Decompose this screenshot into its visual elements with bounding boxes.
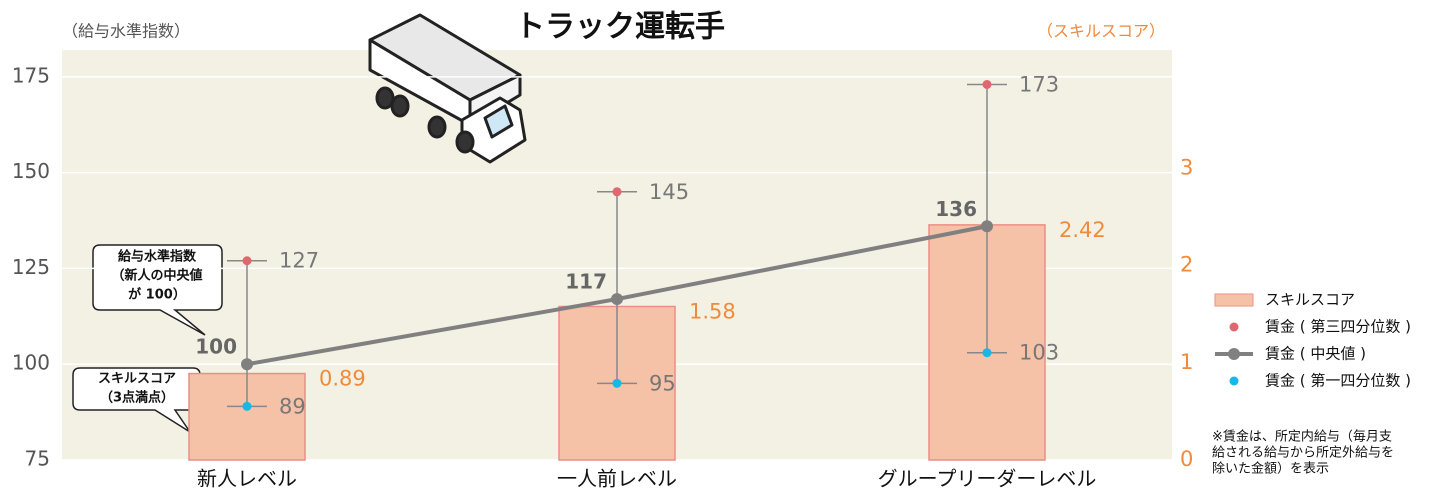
y-axis-label: （給与水準指数） xyxy=(62,22,190,41)
median-point xyxy=(611,293,623,305)
median-label: 136 xyxy=(935,197,977,221)
callout-text: （3点満点） xyxy=(100,390,174,406)
callout-text: （新人の中央値 xyxy=(111,268,202,284)
y-tick-label: 150 xyxy=(12,159,50,183)
y-tick-label: 125 xyxy=(12,255,50,279)
legend-label: 賃金 ( 中央値 ) xyxy=(1265,345,1366,363)
legend-swatch xyxy=(1228,348,1240,360)
median-point xyxy=(241,358,253,370)
chart-title: トラック運転手 xyxy=(515,10,725,45)
quartile-point xyxy=(983,80,992,89)
quartile-point xyxy=(983,348,992,357)
callout-text: が 100） xyxy=(128,287,186,303)
quartile-point xyxy=(613,187,622,196)
quartile-label: 173 xyxy=(1019,72,1059,96)
legend-swatch xyxy=(1230,323,1239,332)
median-label: 100 xyxy=(195,335,237,359)
median-label: 117 xyxy=(565,270,607,294)
quartile-label: 127 xyxy=(279,249,319,273)
chart: トラック運転手 （給与水準指数） （スキルスコア） 75 100 125 150 175… xyxy=(0,0,1438,494)
y2-axis-label: （スキルスコア） xyxy=(1037,22,1165,41)
bar-value-label: 1.58 xyxy=(689,299,736,323)
quartile-point xyxy=(613,379,622,388)
y2-tick-label: 1 xyxy=(1180,350,1193,374)
bar-value-label: 0.89 xyxy=(319,367,366,391)
footnote: ※賃金は、所定内給与（毎月支 xyxy=(1212,429,1392,445)
y-tick-label: 75 xyxy=(25,447,50,471)
legend-swatch xyxy=(1230,377,1239,386)
footnote: 除いた金額）を表示 xyxy=(1212,461,1329,477)
footnote: 給される給与から所定外給与を xyxy=(1212,446,1394,461)
quartile-label: 95 xyxy=(649,371,676,395)
bar-value-label: 2.42 xyxy=(1059,218,1106,242)
legend-label: 賃金 ( 第一四分位数 ) xyxy=(1265,372,1411,390)
y2-tick-label: 3 xyxy=(1180,156,1193,180)
y-tick-label: 100 xyxy=(12,351,50,375)
y-tick-label: 175 xyxy=(12,63,50,87)
quartile-point xyxy=(243,402,252,411)
legend-label: 賃金 ( 第三四分位数 ) xyxy=(1265,318,1411,336)
median-point xyxy=(981,220,993,232)
legend-label: スキルスコア xyxy=(1265,291,1355,309)
quartile-label: 89 xyxy=(279,394,306,418)
x-tick-label: グループリーダーレベル xyxy=(878,467,1097,491)
y2-tick-label: 0 xyxy=(1180,447,1193,471)
legend-swatch xyxy=(1215,294,1253,306)
quartile-label: 103 xyxy=(1019,341,1059,365)
callout-text: スキルスコア xyxy=(98,372,176,387)
callout-text: 給与水準指数 xyxy=(118,249,197,265)
quartile-label: 145 xyxy=(649,180,689,204)
x-tick-label: 新人レベル xyxy=(197,467,297,491)
x-tick-label: 一人前レベル xyxy=(557,467,677,491)
quartile-point xyxy=(243,256,252,265)
y2-tick-label: 2 xyxy=(1180,253,1193,277)
